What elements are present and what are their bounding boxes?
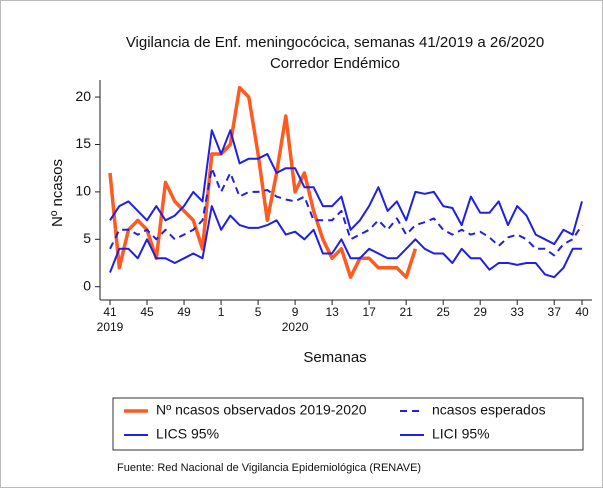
x-tick-label: 17 <box>362 305 376 319</box>
x-tick-label: 40 <box>575 305 589 319</box>
x-tick-label: 13 <box>325 305 339 319</box>
y-axis-title: Nº ncasos <box>49 159 66 227</box>
chart-title: Vigilancia de Enf. meningocócica, semana… <box>126 34 544 51</box>
y-tick-label: 15 <box>75 135 91 151</box>
legend-label: LICS 95% <box>156 426 219 442</box>
source-note: Fuente: Red Nacional de Vigilancia Epide… <box>117 462 421 474</box>
x-group-label: 2020 <box>282 320 309 334</box>
x-tick-label: 45 <box>140 305 154 319</box>
legend-box <box>112 397 584 451</box>
x-tick-label: 25 <box>436 305 450 319</box>
series-line <box>109 167 583 257</box>
legend-label: Nº ncasos observados 2019-2020 <box>156 402 367 418</box>
x-tick-label: 49 <box>177 305 191 319</box>
y-tick-label: 10 <box>75 183 91 199</box>
x-tick-label: 1 <box>218 305 225 319</box>
series-line <box>108 85 418 279</box>
x-tick-label: 29 <box>474 305 488 319</box>
x-tick-label: 21 <box>399 305 413 319</box>
x-axis-title: Semanas <box>303 349 366 366</box>
x-tick-label: 37 <box>548 305 562 319</box>
series-line <box>109 205 582 279</box>
x-tick-label: 5 <box>255 305 262 319</box>
x-group-label: 2019 <box>97 320 124 334</box>
chart-subtitle: Corredor Endémico <box>270 55 400 72</box>
series-line <box>109 129 583 246</box>
y-tick-label: 5 <box>83 230 91 246</box>
x-tick-label: 41 <box>103 305 117 319</box>
x-tick-label: 9 <box>292 305 299 319</box>
legend-label: ncasos esperados <box>432 402 546 418</box>
legend-label: LICI 95% <box>432 426 490 442</box>
x-tick-label: 33 <box>511 305 525 319</box>
y-tick-label: 20 <box>75 88 91 104</box>
y-tick-label: 0 <box>83 277 91 293</box>
